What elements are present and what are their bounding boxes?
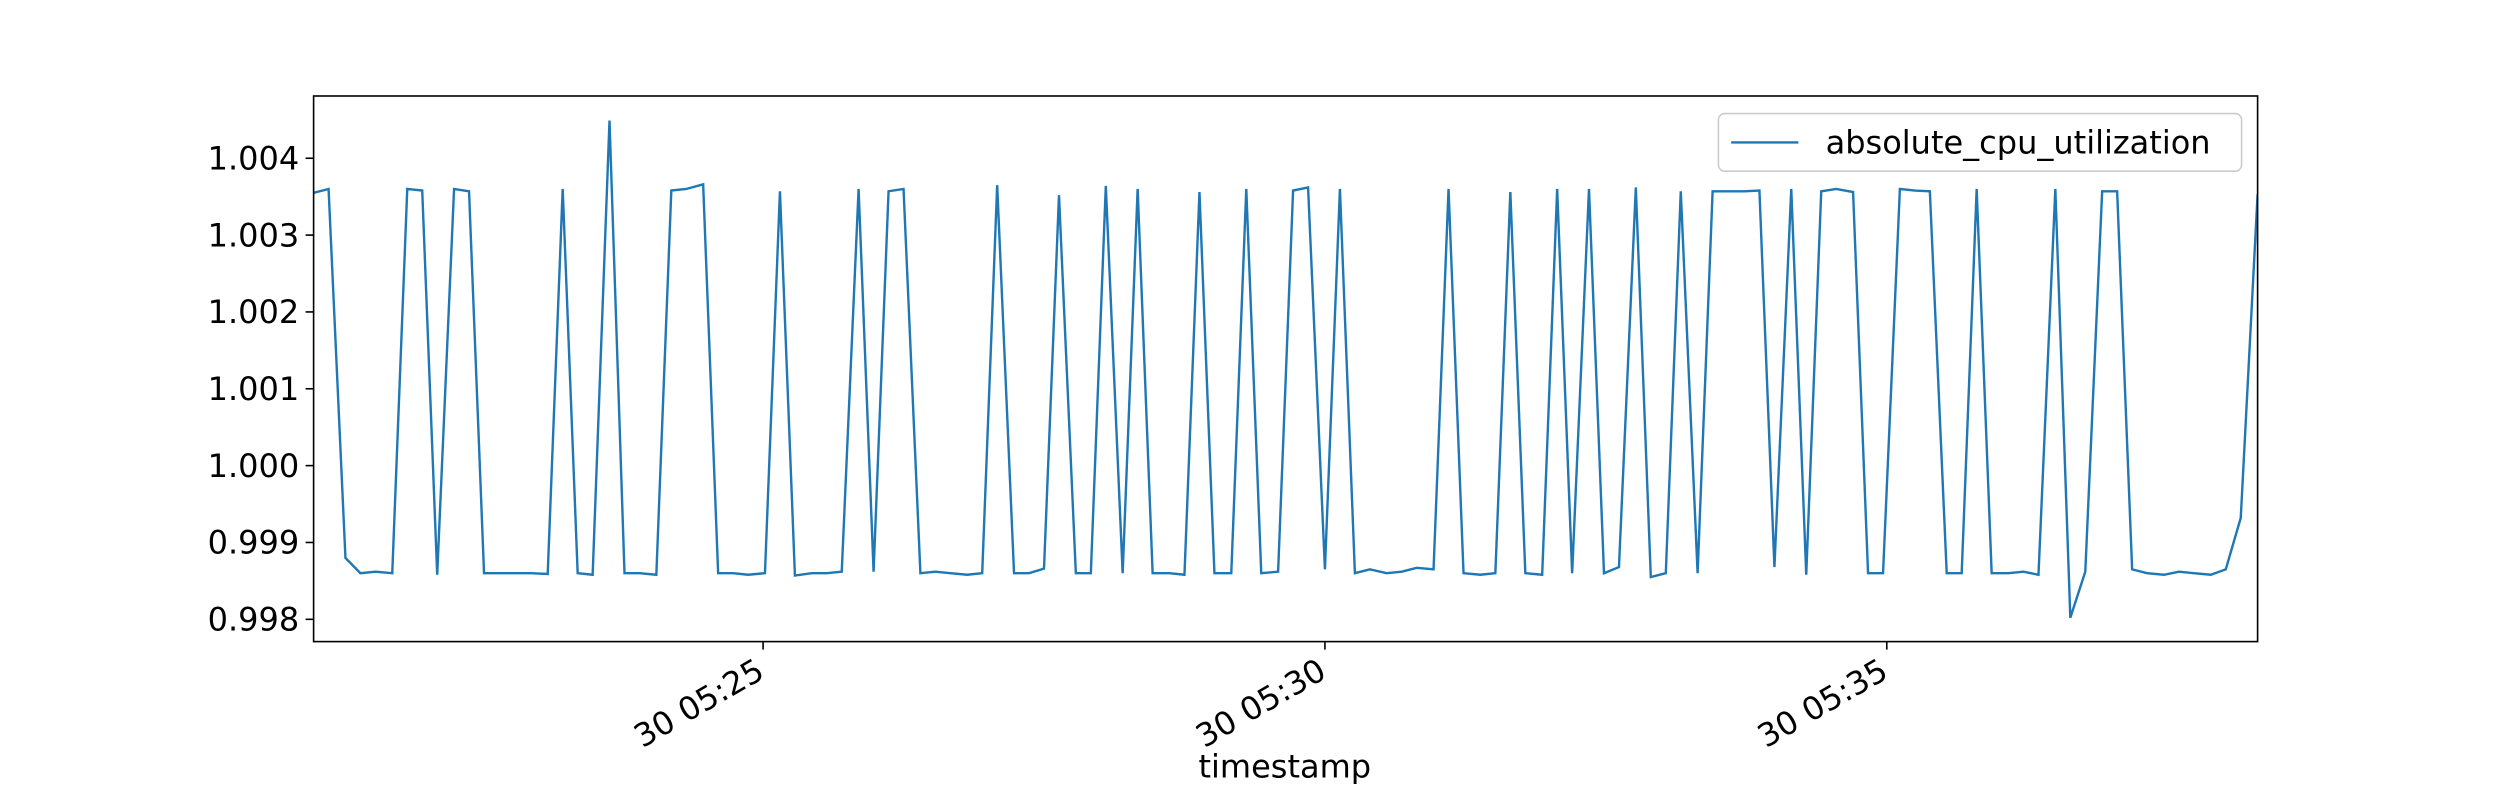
y-tick-label: 1.001: [208, 370, 300, 408]
x-tick-label: 30 05:25: [627, 651, 770, 755]
y-tick-label: 1.000: [208, 447, 300, 485]
y-tick-label: 1.002: [208, 293, 300, 331]
y-tick-label: 0.999: [208, 524, 300, 562]
x-tick-label: 30 05:30: [1189, 651, 1332, 755]
x-axis-label: timestamp: [1198, 748, 1371, 786]
y-tick-label: 0.998: [208, 601, 300, 639]
series-line: [313, 120, 2258, 619]
y-tick-label: 1.003: [208, 216, 300, 254]
x-tick-label: 30 05:35: [1751, 651, 1894, 755]
legend-label: absolute_cpu_utilization: [1826, 124, 2211, 162]
y-tick-label: 1.004: [208, 139, 300, 177]
legend-box: [1717, 112, 2243, 172]
plot-frame: [312, 95, 2259, 643]
